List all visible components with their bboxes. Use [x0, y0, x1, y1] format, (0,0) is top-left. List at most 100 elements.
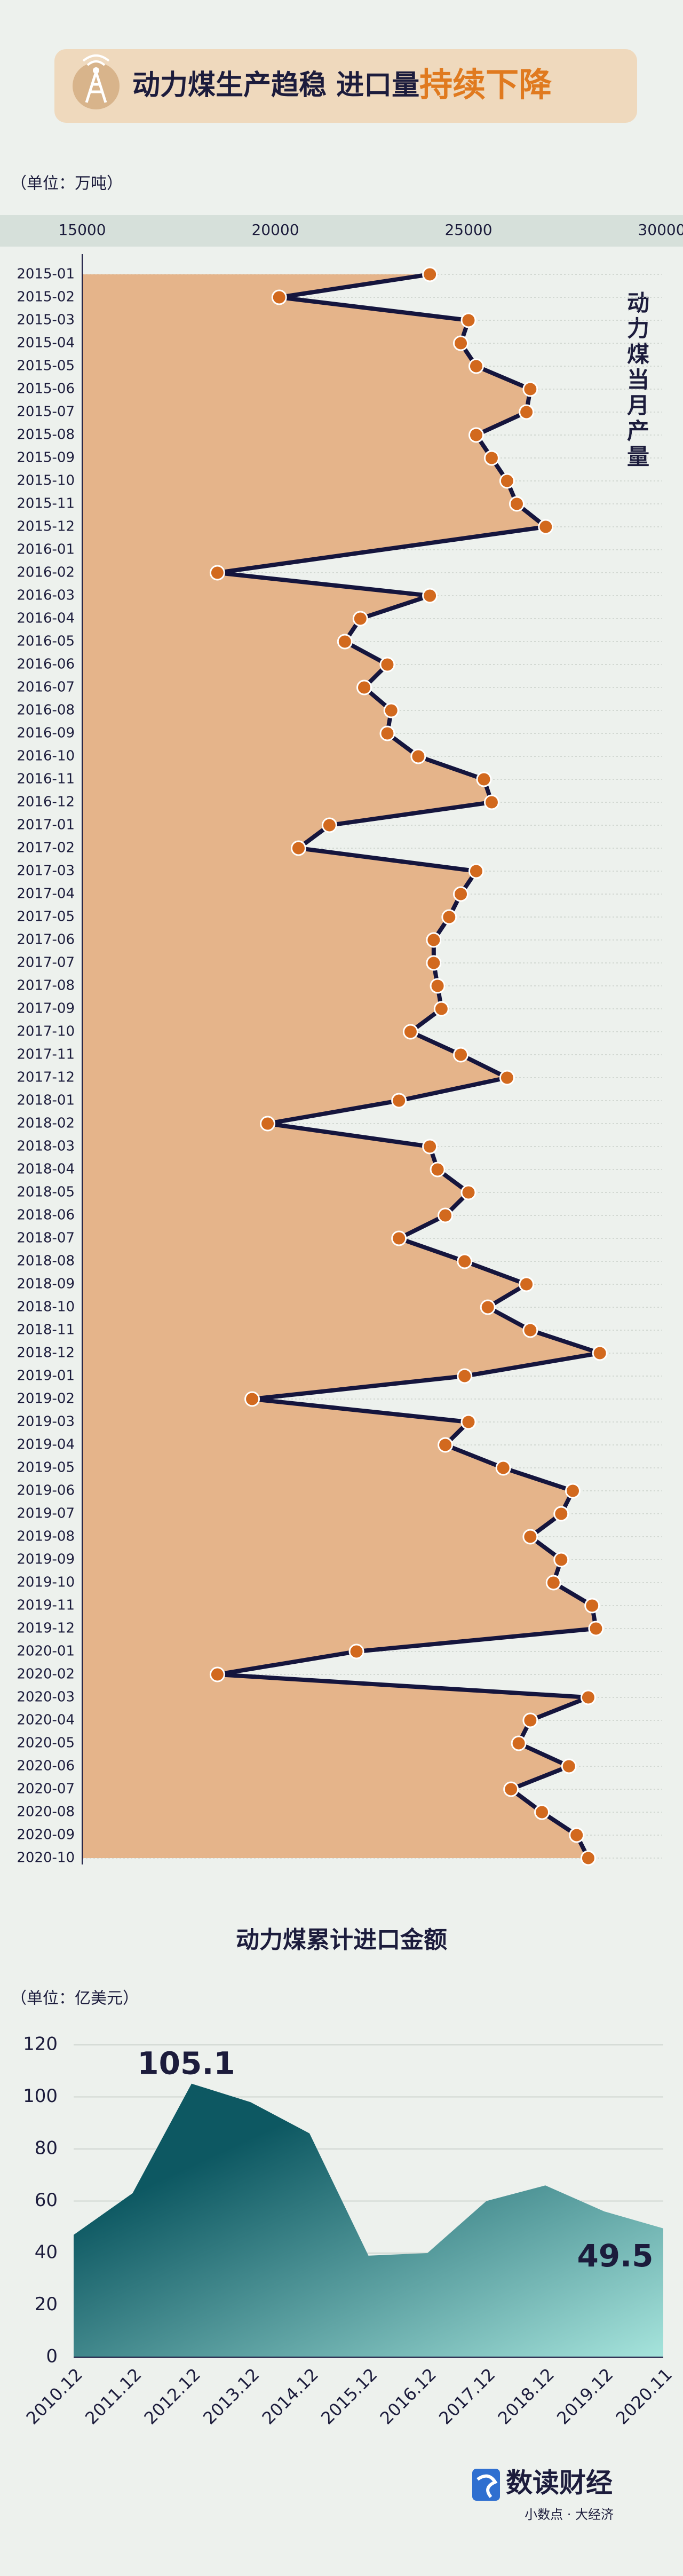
y-tick-label: 2020-02: [17, 1666, 75, 1682]
data-point: [468, 427, 484, 443]
y-tick-label: 2019-11: [17, 1598, 75, 1614]
y-tick-label: 2018-08: [17, 1253, 75, 1269]
x-tick-label: 15000: [58, 221, 106, 239]
brand-slogan: 小数点 · 大经济: [525, 2507, 614, 2522]
y-tick-label: 2018-05: [17, 1184, 75, 1200]
data-point: [391, 1230, 407, 1246]
data-point: [519, 1276, 535, 1292]
data-point: [460, 1184, 476, 1200]
data-point: [509, 496, 525, 512]
y-tick-label: 2019-09: [17, 1552, 75, 1568]
y-tick-label: 2017-01: [17, 817, 75, 833]
y-tick-label: 2016-03: [17, 588, 75, 604]
x-tick-label: 20000: [251, 221, 299, 239]
data-point: [391, 1093, 407, 1109]
data-point: [422, 1139, 438, 1155]
y-tick-label: 2020-01: [17, 1643, 75, 1660]
chart-title: 动力煤当月产量: [624, 291, 650, 470]
data-point: [584, 1598, 600, 1614]
data-point: [290, 840, 306, 856]
data-point: [430, 978, 446, 994]
y-tick-label: 2019-03: [17, 1414, 75, 1430]
y-tick-label: 2016-07: [17, 679, 75, 696]
data-point: [499, 473, 515, 489]
data-point: [402, 1024, 418, 1040]
x-tick-label: 25000: [444, 221, 492, 239]
data-point: [538, 519, 554, 535]
y-tick-label: 2019-12: [17, 1621, 75, 1637]
unit-label: （单位：亿美元）: [11, 1989, 139, 2008]
y-tick-label: 0: [46, 2346, 58, 2367]
y-tick-label: 2020-03: [17, 1689, 75, 1705]
y-tick-label: 80: [35, 2138, 58, 2159]
data-point: [457, 1368, 473, 1384]
y-tick-label: 2016-12: [17, 794, 75, 810]
unit-label: （单位：万吨）: [11, 175, 123, 193]
data-point: [260, 1116, 276, 1132]
brand-logo: [472, 2469, 500, 2501]
data-point: [588, 1621, 604, 1637]
y-tick-label: 2018-03: [17, 1139, 75, 1155]
x-tick-label: 30000: [638, 221, 683, 239]
y-tick-label: 2015-02: [17, 289, 75, 305]
y-tick-label: 2019-08: [17, 1529, 75, 1545]
y-tick-label: 2017-02: [17, 840, 75, 856]
y-tick-label: 2020-07: [17, 1781, 75, 1797]
data-point: [453, 1047, 469, 1063]
data-point: [480, 1299, 496, 1315]
data-point: [379, 725, 395, 741]
y-tick-label: 2015-10: [17, 473, 75, 489]
y-tick-label: 2015-01: [17, 266, 75, 282]
y-tick-label: 2015-06: [17, 381, 75, 397]
data-point: [422, 588, 438, 604]
data-point: [503, 1781, 519, 1797]
data-point: [383, 702, 399, 718]
data-point: [438, 1437, 454, 1453]
data-point: [460, 1414, 476, 1430]
data-point: [438, 1207, 454, 1223]
y-tick-label: 2018-06: [17, 1207, 75, 1223]
y-tick-label: 2015-04: [17, 335, 75, 351]
data-label: 105.1: [137, 2045, 235, 2082]
data-point: [476, 771, 492, 787]
banner-title: 动力煤生产趋稳 进口量持续下降: [132, 65, 552, 104]
data-point: [553, 1552, 569, 1568]
y-tick-label: 2020-04: [17, 1712, 75, 1728]
y-tick-label: 2016-09: [17, 725, 75, 741]
data-point: [453, 335, 469, 351]
y-tick-label: 2015-11: [17, 496, 75, 512]
y-tick-label: 2015-07: [17, 404, 75, 420]
data-point: [511, 1735, 527, 1751]
y-tick-label: 120: [23, 2034, 58, 2055]
y-tick-label: 2016-11: [17, 771, 75, 787]
y-tick-label: 2020-08: [17, 1804, 75, 1820]
y-tick-label: 2015-09: [17, 450, 75, 466]
brand-name: 数读财经: [506, 2468, 613, 2499]
data-point: [592, 1345, 608, 1361]
data-point: [561, 1758, 577, 1774]
y-tick-label: 2020-05: [17, 1735, 75, 1751]
y-tick-label: 2019-10: [17, 1575, 75, 1591]
data-point: [422, 266, 438, 282]
y-tick-label: 2018-04: [17, 1161, 75, 1178]
data-point: [348, 1643, 364, 1660]
data-point: [426, 932, 442, 948]
data-point: [580, 1689, 596, 1705]
data-point: [553, 1506, 569, 1522]
y-tick-label: 2019-01: [17, 1368, 75, 1384]
y-tick-label: 2018-02: [17, 1116, 75, 1132]
y-tick-label: 2015-03: [17, 312, 75, 328]
data-point: [352, 611, 368, 627]
y-tick-label: 2015-12: [17, 519, 75, 535]
data-point: [545, 1575, 561, 1591]
chart-title: 动力煤累计进口金额: [236, 1926, 447, 1954]
x-axis-band: [0, 215, 683, 247]
y-tick-label: 2017-03: [17, 863, 75, 879]
y-tick-label: 2020-09: [17, 1827, 75, 1843]
data-point: [522, 381, 538, 397]
data-point: [522, 1322, 538, 1338]
data-point: [468, 358, 484, 374]
y-tick-label: 2018-09: [17, 1276, 75, 1292]
y-tick-label: 2017-05: [17, 909, 75, 925]
